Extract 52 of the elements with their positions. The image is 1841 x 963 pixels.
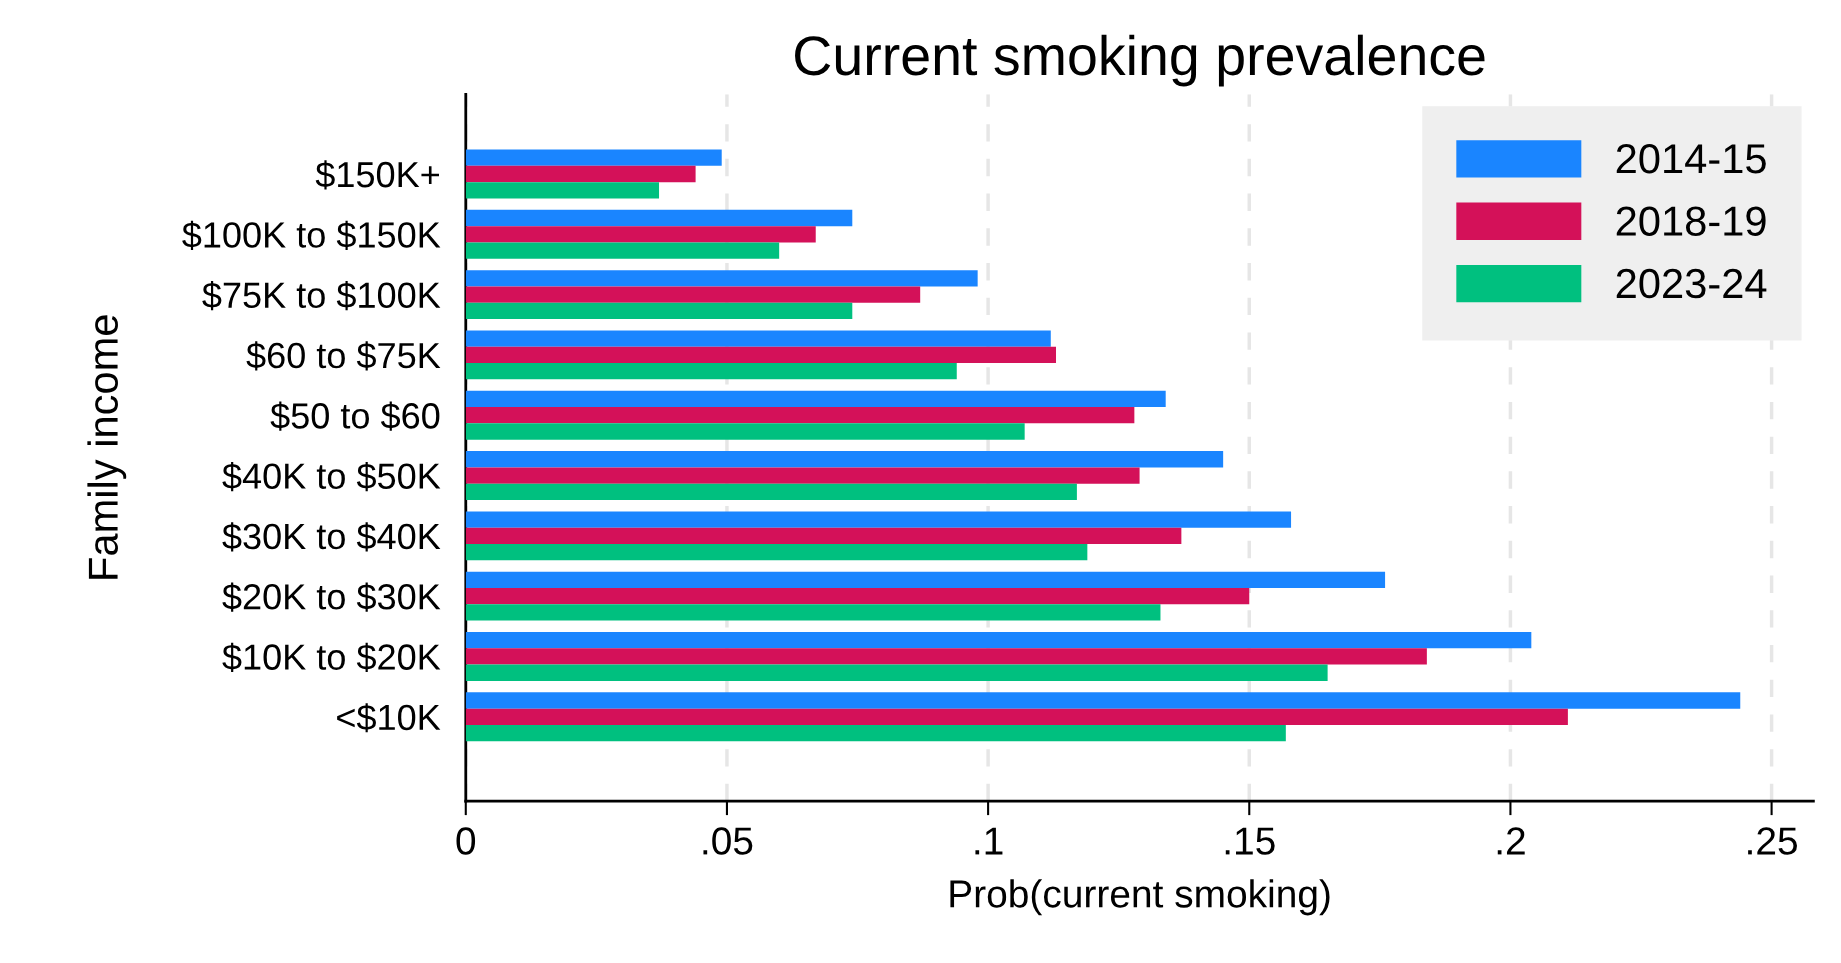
bar — [465, 467, 1140, 484]
bar — [465, 632, 1532, 649]
y-tick-label: $100K to $150K — [182, 220, 441, 250]
x-axis-title: Prob(current smoking) — [950, 879, 1330, 916]
x-tick-label: .05 — [703, 827, 753, 855]
bar — [465, 648, 1427, 665]
x-tick-label: .1 — [975, 827, 1003, 855]
bar — [465, 270, 978, 287]
legend-label: 2018-19 — [1616, 206, 1766, 236]
bar — [465, 543, 1088, 561]
bar — [465, 423, 1025, 440]
bar — [465, 363, 957, 380]
y-tick-label: $150K+ — [315, 160, 439, 190]
bar — [465, 390, 1166, 408]
chart-title: Current smoking prevalence — [795, 34, 1485, 87]
x-tick-label: .2 — [1497, 827, 1525, 855]
bar — [465, 242, 780, 259]
bar — [465, 511, 1292, 528]
y-tick-label: $30K to $40K — [222, 522, 441, 552]
bar — [465, 302, 853, 320]
bar — [465, 165, 696, 183]
bar — [465, 527, 1182, 544]
legend-label: 2014-15 — [1616, 144, 1766, 174]
x-tick-label: .15 — [1225, 827, 1275, 855]
y-tick-label: $60 to $75K — [246, 341, 441, 371]
bar — [465, 483, 1077, 500]
legend-label: 2023-24 — [1616, 268, 1767, 299]
bar — [465, 226, 816, 243]
bar — [465, 286, 921, 303]
bar — [465, 588, 1250, 605]
bar — [465, 407, 1135, 424]
x-tick-label: .25 — [1748, 827, 1797, 855]
y-tick-label: <$10K — [337, 703, 441, 733]
bar — [465, 604, 1161, 621]
y-tick-label: $10K to $20K — [222, 642, 441, 673]
bar — [465, 571, 1386, 589]
bar — [465, 692, 1741, 709]
y-axis-title: Family income — [87, 315, 127, 579]
bar — [465, 149, 722, 166]
y-tick-label: $75K to $100K — [202, 280, 441, 311]
y-tick-label: $40K to $50K — [222, 461, 441, 492]
bar — [465, 664, 1328, 681]
bar — [465, 708, 1568, 725]
y-tick-label: $20K to $30K — [222, 582, 441, 612]
bar — [465, 209, 853, 227]
bar — [465, 724, 1286, 742]
y-tick-label: $50 to $60 — [270, 401, 440, 431]
x-tick-label: 0 — [456, 827, 476, 855]
bar — [465, 451, 1224, 468]
bar — [465, 330, 1051, 347]
bar — [465, 346, 1057, 364]
bar — [465, 182, 660, 199]
